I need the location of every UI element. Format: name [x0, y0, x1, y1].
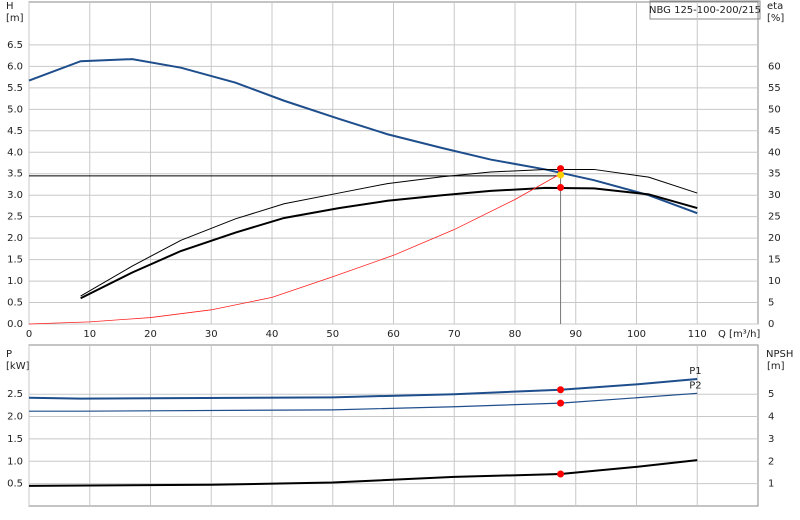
- y-tick-label: 6.0: [7, 61, 23, 72]
- curve: [80, 168, 698, 297]
- x-tick-label: 10: [83, 329, 96, 340]
- y-tick-label: 1.0: [7, 276, 23, 287]
- y2-tick-label: 15: [768, 255, 781, 266]
- x-label: Q [m³/h]: [718, 329, 760, 340]
- series-label: P1: [689, 366, 701, 377]
- y-tick-label: 1.5: [7, 434, 23, 445]
- y-tick-label: 4.0: [7, 147, 23, 158]
- y2-label: eta: [767, 1, 783, 12]
- chart-title: NBG 125-100-200/215: [649, 5, 761, 16]
- y2-tick-label: 30: [768, 190, 781, 201]
- x-tick-label: 40: [266, 329, 279, 340]
- x-tick-label: 90: [569, 329, 582, 340]
- y-tick-label: 2.5: [7, 389, 23, 400]
- y-tick-label: 2.5: [7, 212, 23, 223]
- x-tick-label: 30: [205, 329, 218, 340]
- curve: [28, 377, 698, 400]
- operating-point: [557, 171, 565, 179]
- y-tick-label: 0.0: [7, 319, 23, 330]
- y-tick-label: 6.5: [7, 40, 23, 51]
- operating-point: [557, 165, 565, 173]
- x-tick-label: 50: [326, 329, 339, 340]
- y2-unit: [m]: [767, 361, 785, 372]
- operating-point: [557, 183, 565, 191]
- curve: [29, 392, 698, 412]
- y-unit: [m]: [6, 13, 24, 24]
- y2-tick-label: 2: [768, 456, 774, 467]
- x-tick-label: 20: [144, 329, 157, 340]
- curve: [28, 58, 698, 215]
- y-tick-label: 1.5: [7, 255, 23, 266]
- x-tick-label: 60: [387, 329, 400, 340]
- x-tick-label: 80: [509, 329, 522, 340]
- y2-unit: [%]: [767, 13, 784, 24]
- operating-point: [557, 470, 565, 478]
- curve: [28, 459, 698, 487]
- y2-tick-label: 10: [768, 276, 781, 287]
- y-tick-label: 5.0: [7, 104, 23, 115]
- x-tick-label: 100: [627, 329, 646, 340]
- y2-label: NPSH: [766, 349, 793, 360]
- x-tick-label: 70: [448, 329, 461, 340]
- title-box: [649, 0, 761, 20]
- y2-tick-label: 20: [768, 233, 781, 244]
- y2-tick-label: 0: [768, 319, 774, 330]
- y-tick-label: 1.0: [7, 456, 23, 467]
- y2-tick-label: 5: [768, 389, 774, 400]
- y-unit: [kW]: [6, 361, 30, 372]
- y-tick-label: 3.0: [7, 190, 23, 201]
- y2-tick-label: 45: [768, 126, 781, 137]
- y-tick-label: 2.0: [7, 233, 23, 244]
- y2-tick-label: 50: [768, 104, 781, 115]
- y2-tick-label: 40: [768, 147, 781, 158]
- y2-tick-label: 4: [768, 412, 774, 423]
- curve: [80, 186, 698, 300]
- y2-tick-label: 60: [768, 61, 781, 72]
- series-label: P2: [689, 380, 701, 391]
- y-tick-label: 0.5: [7, 298, 23, 309]
- y2-tick-label: 55: [768, 83, 781, 94]
- y-label: H: [6, 1, 14, 12]
- y-tick-label: 0.5: [7, 479, 23, 490]
- y-label: P: [6, 349, 12, 360]
- operating-point: [557, 399, 565, 407]
- y2-tick-label: 5: [768, 298, 774, 309]
- y2-tick-label: 1: [768, 479, 774, 490]
- y-tick-label: 5.5: [7, 83, 23, 94]
- x-tick-label: 0: [26, 329, 32, 340]
- y-tick-label: 3.5: [7, 169, 23, 180]
- x-tick-label: 110: [688, 329, 707, 340]
- y2-tick-label: 35: [768, 169, 781, 180]
- y-tick-label: 2.0: [7, 412, 23, 423]
- y2-tick-label: 25: [768, 212, 781, 223]
- y-tick-label: 4.5: [7, 126, 23, 137]
- y2-tick-label: 3: [768, 434, 774, 445]
- operating-point: [557, 386, 565, 394]
- curve: [28, 173, 561, 325]
